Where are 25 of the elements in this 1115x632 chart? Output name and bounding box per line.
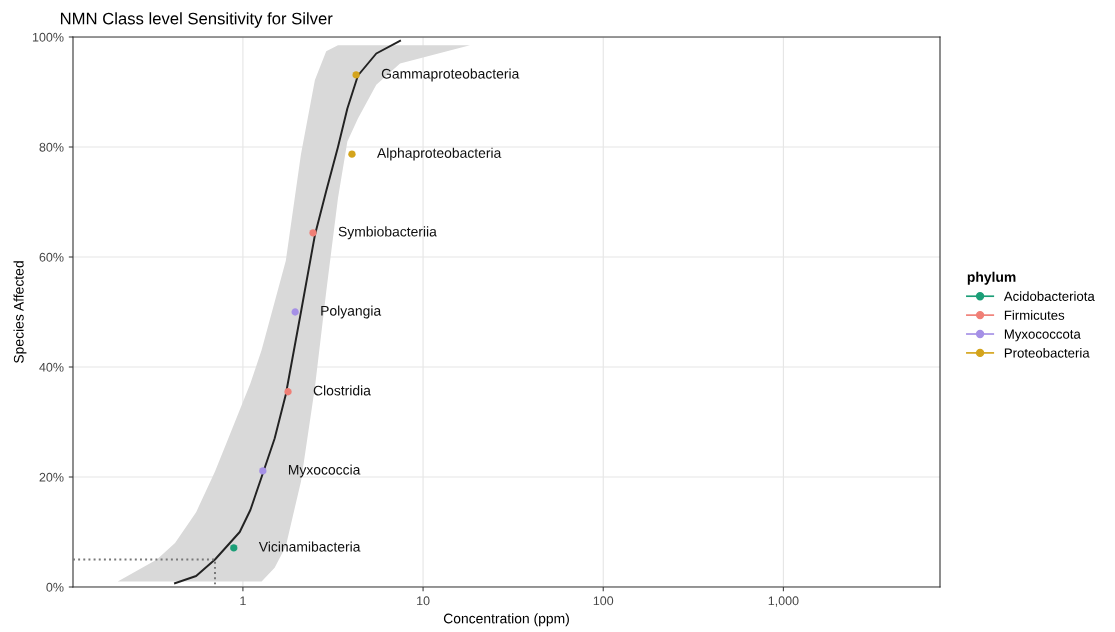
annotation: Gammaproteobacteria: [381, 68, 520, 82]
x-axis-title: Concentration (ppm): [443, 613, 569, 627]
annotation: Myxococcia: [288, 464, 361, 478]
annotation: Symbiobacteriia: [338, 226, 437, 240]
annotation: Alphaproteobacteria: [376, 147, 502, 161]
y-tick-label: 20%: [39, 472, 64, 482]
y-tick-label: 60%: [39, 252, 64, 262]
y-axis-title: Species Affected: [13, 261, 27, 363]
annotation: Polyangia: [321, 305, 382, 319]
y-tick-label: 0%: [46, 582, 64, 592]
legend-label: Myxococcota: [1004, 329, 1081, 342]
x-tick-label: 1,000: [768, 596, 799, 607]
annotation: Vicinamibacteria: [258, 541, 361, 552]
x-tick-label: 1: [240, 596, 246, 606]
x-tick-label: 10: [417, 596, 430, 606]
y-tick-label: 40%: [39, 362, 64, 372]
chart-title: NMN Class level Sensitivity for Silver: [60, 12, 333, 28]
legend-label: Acidobacteriota: [1003, 291, 1095, 301]
y-tick-label: 80%: [39, 142, 64, 152]
y-tick-label: 100%: [32, 32, 64, 42]
x-tick-label: 100: [593, 596, 614, 606]
legend-label: Proteobacteria: [1004, 347, 1090, 358]
legend-title: phylum: [967, 271, 1016, 285]
annotation: Clostridia: [313, 385, 371, 396]
legend-label: Firmicutes: [1004, 310, 1065, 320]
